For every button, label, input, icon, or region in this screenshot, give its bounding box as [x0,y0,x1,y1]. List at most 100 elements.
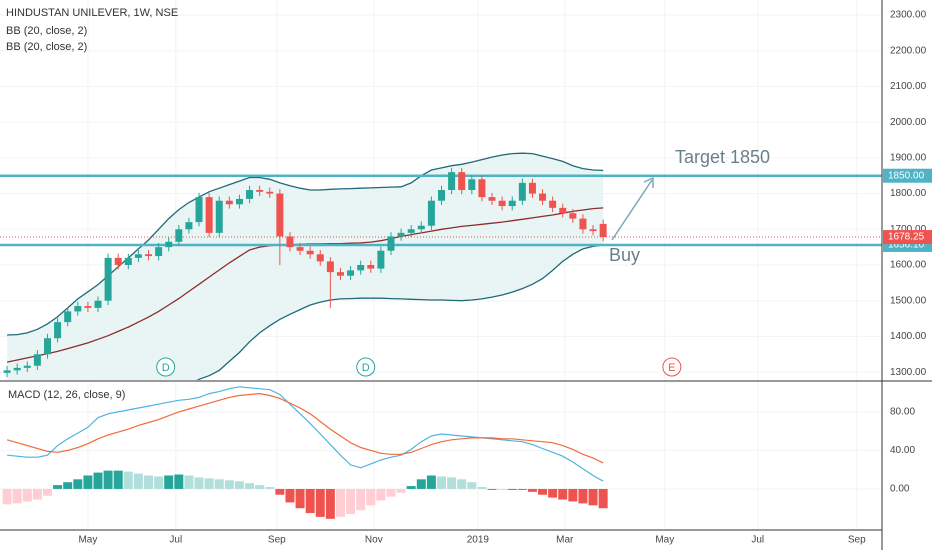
price-tag [883,230,932,245]
candle-body [518,182,526,201]
signal-line [6,392,604,464]
y-tick-label: 0.00 [890,484,910,495]
band-fill [7,153,604,380]
histogram-bar [133,473,143,489]
histogram-bar [295,488,305,509]
candle-body [74,306,82,312]
candle-body [43,338,51,355]
candle-body [347,270,355,276]
histogram-bar [113,470,123,489]
candle-body [427,200,435,226]
macd-pane [0,382,882,530]
histogram-bar [517,488,527,490]
x-tick-label: Mar [556,535,574,546]
candle-body [438,190,446,201]
y-tick-label: 1700.00 [890,224,927,235]
candle-body [448,172,456,190]
histogram-bar [325,488,335,519]
histogram-bar [386,488,396,497]
candle-body [185,222,193,230]
histogram-bar [275,488,285,495]
candle-body [407,229,415,233]
price-tag-label: 1678.25 [888,232,925,243]
candle-body [498,200,506,207]
arrow [611,179,653,241]
y-tick-label: 1300.00 [890,367,927,378]
candle-body [316,254,324,262]
x-tick-label: May [78,535,97,546]
candle-body [549,200,557,208]
event-marker [662,357,682,377]
candle-body [387,236,395,251]
candle-body [246,190,254,199]
histogram-bar [32,488,42,500]
y-tick-label: 40.00 [890,445,915,456]
histogram-bar [42,488,52,496]
price-tag-label: 1850.00 [888,170,925,181]
candle-body [235,198,243,205]
histogram-bar [588,488,598,506]
histogram-bar [255,485,265,489]
histogram-bar [467,482,477,489]
candle-body [104,257,112,301]
candle-body [33,354,41,366]
price-tag-label: 1656.10 [888,240,925,251]
histogram-bar [144,475,154,489]
candle-body [397,232,405,237]
candle-body [488,197,496,201]
bb-lower [196,244,604,380]
x-tick-label: Sep [268,535,286,546]
histogram-bar [164,475,174,489]
candle-body [205,197,213,233]
candle-body [367,265,375,269]
y-tick-label: 2200.00 [890,45,927,56]
event-label: D [362,362,370,374]
histogram-bar [2,488,12,505]
x-tick-label: May [655,535,674,546]
histogram-bar [497,488,507,490]
y-tick-label: 1500.00 [890,295,927,306]
candle-body [589,229,597,232]
histogram-bar [285,488,295,503]
candle-body [266,191,274,194]
histogram-bar [234,481,244,489]
candle-body [84,306,92,308]
histogram-bar [578,488,588,504]
histogram-bar [457,479,467,489]
histogram-bar [184,475,194,489]
overlay: 1300.00 1400.00 1500.00 1600.00 1700.00 1800.… [78,10,932,546]
histogram-bar [437,476,447,489]
candle-body [225,200,233,205]
y-tick-label: 80.00 [890,407,915,418]
candle-body [377,250,385,269]
candle-body [215,200,223,233]
x-tick-label: Jul [751,535,764,546]
histogram-bar [376,488,386,501]
candle-body [478,179,486,198]
histogram-bar [224,480,234,489]
histogram-bar [568,488,578,502]
x-tick-label: Nov [365,535,383,546]
histogram-bar [73,479,83,489]
candle-body [165,241,173,248]
candle-body [579,218,587,230]
macd-line [7,386,604,482]
y-tick-label: 1400.00 [890,331,927,342]
histogram-bar [447,477,457,489]
candle-body [3,370,11,373]
candle-body [306,250,314,255]
y-tick-label: 2300.00 [890,10,927,21]
chart-title: HINDUSTAN UNILEVER, 1W, NSE [6,7,178,19]
histogram-bar [416,479,426,489]
x-tick-label: 2019 [467,535,490,546]
histogram-bar [558,488,568,500]
histogram-bar [214,479,224,489]
arrow-head [643,176,654,188]
price-tag [883,168,932,183]
y-tick-label: 1800.00 [890,188,927,199]
histogram-bar [83,475,93,489]
candle-body [13,367,21,371]
event-label: E [668,362,675,374]
histogram-bar [426,475,436,489]
histogram-bar [63,482,73,489]
